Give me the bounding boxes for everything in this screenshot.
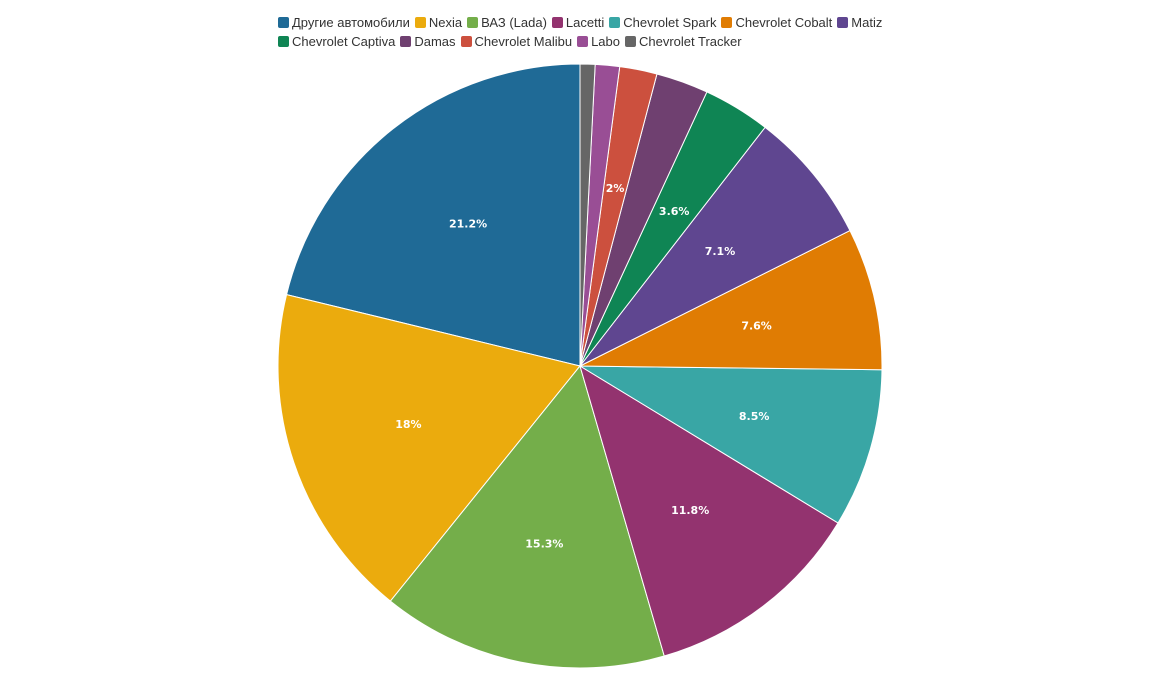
legend-label: Labo — [591, 34, 620, 49]
legend-label: Damas — [414, 34, 456, 49]
legend-label: Chevrolet Cobalt — [735, 15, 833, 30]
legend-label: Chevrolet Malibu — [474, 34, 573, 49]
legend-swatch — [551, 17, 563, 28]
legend-swatch — [721, 17, 733, 28]
pie-slice-lacetti[interactable] — [579, 364, 839, 657]
legend-swatch — [278, 36, 289, 47]
legend-row-2: Chevrolet Captiva Damas Chevrolet Malibu La… — [278, 32, 878, 51]
legend-label: Matiz — [851, 15, 883, 30]
legend-swatch — [414, 17, 426, 28]
legend-label: Lacetti — [565, 15, 605, 30]
pie-slice-matiz[interactable] — [579, 126, 851, 367]
legend-item-damas[interactable]: Damas — [400, 34, 456, 49]
slice-label-другие-автомобили: 21.2% — [449, 218, 487, 231]
legend-label: Chevrolet Spark — [623, 15, 717, 30]
slice-label-chevrolet-captiva: 3.6% — [659, 205, 690, 218]
legend-row-1: Другие автомобили Nexia ВАЗ (Lada) Lacetti C… — [278, 13, 882, 32]
legend-label: Chevrolet Tracker — [638, 34, 742, 49]
legend-item-chevrolet-tracker[interactable]: Chevrolet Tracker — [624, 34, 742, 49]
legend-label: Chevrolet Captiva — [292, 34, 396, 49]
legend-item-chevrolet-spark[interactable]: Chevrolet Spark — [609, 15, 716, 30]
pie-slice-ваз-lada[interactable] — [389, 364, 665, 669]
slice-label-nexia: 18% — [395, 418, 421, 431]
legend-label: Nexia — [428, 15, 463, 30]
slice-label-matiz: 7.1% — [705, 245, 736, 258]
legend-item-другие-автомобили[interactable]: Другие автомобили — [278, 15, 410, 30]
legend-label: Другие автомобили — [292, 15, 410, 30]
legend-item-nexia[interactable]: Nexia — [414, 15, 463, 30]
legend-swatch — [400, 36, 412, 47]
pie-slices — [277, 63, 883, 669]
legend-item-labo[interactable]: Labo — [577, 34, 620, 49]
legend-swatch — [837, 17, 849, 28]
pie-slice-chevrolet-spark[interactable] — [578, 365, 883, 524]
legend-item-chevrolet-captiva[interactable]: Chevrolet Captiva — [278, 34, 395, 49]
pie-slice-другие-автомобили[interactable] — [285, 63, 581, 367]
legend-item-matiz[interactable]: Matiz — [837, 15, 882, 30]
pie-slice-nexia[interactable] — [277, 293, 581, 602]
slice-label-chevrolet-cobalt: 7.6% — [741, 319, 772, 332]
slice-label-chevrolet-malibu: 2% — [606, 182, 625, 195]
legend-swatch — [460, 36, 472, 47]
legend-label: ВАЗ (Lada) — [481, 15, 547, 30]
slice-label-chevrolet-spark: 8.5% — [739, 410, 770, 423]
legend-swatch — [278, 17, 289, 28]
legend-item-chevrolet-cobalt[interactable]: Chevrolet Cobalt — [721, 15, 832, 30]
legend-swatch — [609, 17, 621, 28]
chart-legend: Другие автомобили Nexia ВАЗ (Lada) Lacetti C… — [278, 13, 882, 51]
pie-slice-labels: 21.2% 18% 15.3% 11.8% 8.5% 7.6% 7.1% 3.6% 2% — [395, 182, 772, 550]
legend-item-chevrolet-malibu[interactable]: Chevrolet Malibu — [460, 34, 573, 49]
slice-label-ваз-lada: 15.3% — [525, 538, 563, 551]
pie-slice-chevrolet-tracker[interactable] — [579, 63, 596, 367]
legend-item-lacetti[interactable]: Lacetti — [551, 15, 605, 30]
legend-swatch — [467, 17, 479, 28]
legend-item-ваз-lada[interactable]: ВАЗ (Lada) — [467, 15, 547, 30]
pie-slice-chevrolet-cobalt[interactable] — [579, 229, 883, 371]
legend-swatch — [577, 36, 589, 47]
slice-label-lacetti: 11.8% — [671, 504, 709, 517]
legend-swatch — [624, 36, 636, 47]
